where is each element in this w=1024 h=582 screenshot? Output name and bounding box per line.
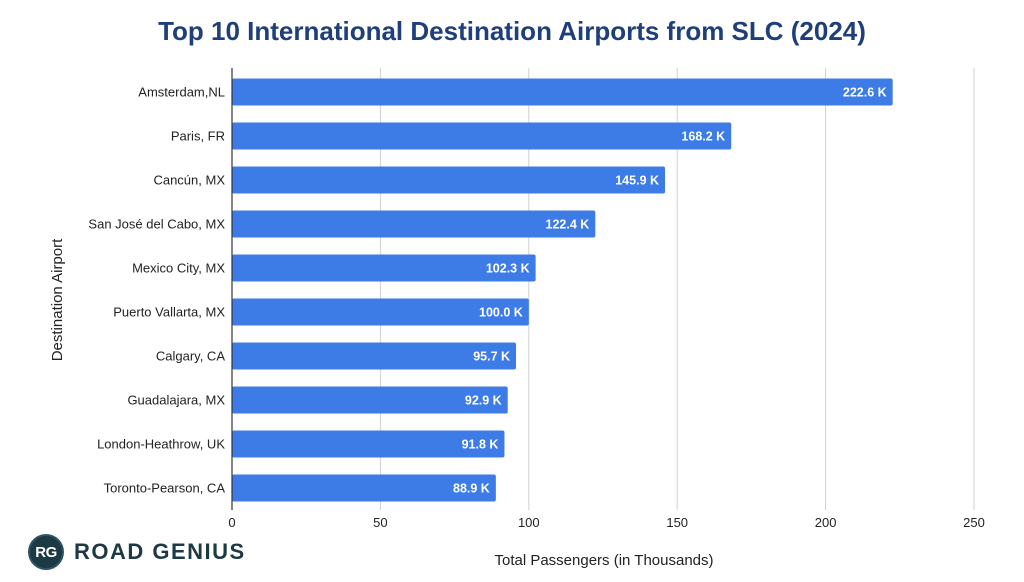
bar-value-label: 102.3 K: [486, 262, 530, 276]
bar-value-label: 95.7 K: [473, 350, 510, 364]
x-tick-label: 0: [228, 515, 235, 530]
bar: [232, 474, 496, 502]
x-tick-label: 50: [373, 515, 387, 530]
category-label: Amsterdam,NL: [138, 85, 225, 100]
x-tick-label: 200: [815, 515, 837, 530]
x-tick-label: 100: [518, 515, 540, 530]
bar: [232, 122, 732, 150]
bar: [232, 254, 536, 282]
bar: [232, 166, 666, 194]
bar: [232, 298, 529, 326]
logo-badge: RG: [28, 534, 64, 570]
category-label: Paris, FR: [171, 129, 225, 144]
chart-title: Top 10 International Destination Airport…: [158, 16, 866, 46]
category-labels: Amsterdam,NL Paris, FR Cancún, MX San José …: [88, 85, 225, 496]
x-axis-title: Total Passengers (in Thousands): [494, 552, 713, 569]
bar-value-label: 88.9 K: [453, 482, 490, 496]
bar: [232, 430, 505, 458]
bar-value-label: 92.9 K: [465, 394, 502, 408]
bar-value-label: 168.2 K: [681, 130, 725, 144]
x-tick-labels: 0 50 100 150 200 250: [228, 515, 984, 530]
category-label: Mexico City, MX: [132, 261, 225, 276]
bar: [232, 210, 596, 238]
category-label: Calgary, CA: [156, 349, 225, 364]
bar: [232, 342, 517, 370]
bar-value-label: 100.0 K: [479, 306, 523, 320]
bar-value-label: 222.6 K: [843, 86, 887, 100]
category-label: Puerto Vallarta, MX: [113, 305, 225, 320]
category-label: Cancún, MX: [153, 173, 225, 188]
x-tick-label: 150: [666, 515, 688, 530]
bars: 222.6 K 168.2 K 145.9 K 122.4 K 102.3 K 100.0…: [232, 78, 893, 502]
road-genius-logo: RG ROAD GENIUS: [28, 532, 246, 572]
y-axis-title: Destination Airport: [49, 238, 66, 361]
bar-value-label: 122.4 K: [546, 218, 590, 232]
category-label: San José del Cabo, MX: [88, 217, 225, 232]
category-label: Toronto-Pearson, CA: [104, 481, 226, 496]
category-label: London-Heathrow, UK: [97, 437, 225, 452]
bar: [232, 386, 508, 414]
x-tick-label: 250: [963, 515, 985, 530]
logo-text: ROAD GENIUS: [74, 539, 246, 564]
bar-value-label: 145.9 K: [615, 174, 659, 188]
bar: [232, 78, 893, 106]
bar-value-label: 91.8 K: [462, 438, 499, 452]
category-label: Guadalajara, MX: [127, 393, 225, 408]
